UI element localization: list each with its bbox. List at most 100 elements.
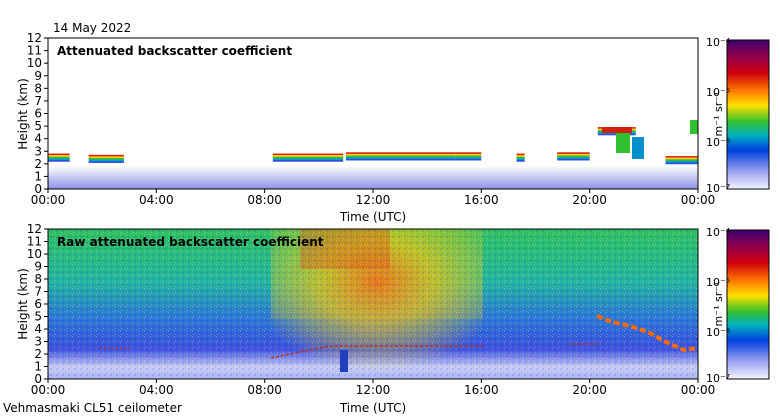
bottom-xtick-label: 20:00	[572, 383, 607, 397]
bottom-xtick-label: 04:00	[139, 383, 174, 397]
bottom-ytick-label: 10	[27, 247, 42, 261]
top-xtick-label: 20:00	[572, 193, 607, 207]
top-y-axis-label: Height (km)	[16, 78, 30, 149]
top-cbar-unit: m⁻¹ sr⁻¹	[712, 92, 725, 137]
top-ytick-label: 6	[34, 107, 42, 121]
bottom-cbar-tick-1: 10⁻⁵	[706, 276, 730, 289]
top-cloud-layer	[272, 156, 344, 159]
top-cloud-layer	[88, 158, 124, 160]
bottom-ytick-label: 12	[27, 222, 42, 236]
bottom-ytick-label: 4	[34, 322, 42, 336]
top-cloud-layer	[88, 161, 124, 163]
date-label: 14 May 2022	[53, 21, 131, 35]
top-cbar-tick-3: 10⁻⁷	[706, 182, 730, 195]
top-xtick-label: 04:00	[139, 193, 174, 207]
top-cloud-layer	[557, 153, 590, 156]
top-ytick-label: 11	[27, 44, 42, 58]
top-upper-cloud	[602, 127, 632, 133]
bottom-cloud-line-mid	[270, 345, 483, 359]
bottom-ytick-label: 3	[34, 335, 42, 349]
top-title: Attenuated backscatter coefficient	[57, 44, 292, 58]
top-cloud-layer	[48, 158, 70, 161]
top-cloud-layer	[516, 156, 525, 159]
top-cloud-layer	[454, 157, 482, 159]
top-cloud-layer	[272, 158, 344, 161]
top-ytick-label: 1	[34, 169, 42, 183]
top-cloud-layers	[48, 127, 698, 182]
bottom-cbar-tick-2: 10⁻⁶	[706, 326, 731, 339]
bottom-x-axis: 00:00 04:00 08:00 12:00 16:00 20:00 00:00	[31, 379, 716, 397]
top-colorbar: 10⁻⁴ 10⁻⁵ 10⁻⁶ 10⁻⁷ m⁻¹ sr⁻¹	[706, 36, 770, 195]
bottom-colorbar: 10⁻⁴ 10⁻⁵ 10⁻⁶ 10⁻⁷ m⁻¹ sr⁻¹	[706, 226, 770, 385]
bottom-descending-cloud	[596, 314, 698, 353]
top-xtick-label: 00:00	[681, 193, 716, 207]
bottom-cbar-tick-3: 10⁻⁷	[706, 372, 730, 385]
bottom-title: Raw attenuated backscatter coefficient	[57, 235, 324, 249]
top-cloud-layer	[48, 156, 70, 159]
top-cloud-layer	[272, 155, 344, 157]
top-panel: Attenuated backscatter coefficient 01234…	[16, 31, 770, 224]
top-cloud-layer	[665, 156, 698, 158]
top-cloud-layer	[48, 153, 70, 156]
top-cloud-layer	[345, 158, 455, 161]
bottom-ytick-label: 8	[34, 272, 42, 286]
top-cloud-layer	[454, 152, 482, 155]
top-ytick-label: 10	[27, 56, 42, 70]
top-cloud-layer	[454, 158, 482, 161]
bottom-ytick-label: 2	[34, 347, 42, 361]
top-cbar-tick-1: 10⁻⁵	[706, 86, 730, 99]
top-plot-area	[48, 38, 698, 189]
top-ytick-label: 2	[34, 157, 42, 171]
top-cloud-layer	[272, 153, 344, 156]
bottom-ytick-label: 6	[34, 297, 42, 311]
top-cloud-layer	[516, 159, 525, 162]
top-cloud-layer	[557, 155, 590, 158]
top-cloud-layer	[272, 159, 344, 162]
top-xtick-label: 08:00	[247, 193, 282, 207]
bottom-ytick-label: 7	[34, 285, 42, 299]
top-cloud-layer	[557, 157, 590, 159]
top-cloud-layer	[665, 162, 698, 165]
top-ytick-label: 5	[34, 119, 42, 133]
top-xtick-label: 16:00	[464, 193, 499, 207]
top-cloud-layer	[88, 159, 124, 162]
top-ytick-label: 4	[34, 132, 42, 146]
top-xtick-label: 00:00	[31, 193, 66, 207]
bottom-xtick-label: 16:00	[464, 383, 499, 397]
top-cloud-layer	[516, 155, 525, 157]
top-cloud-layer	[345, 153, 455, 156]
top-cloud-layer	[88, 156, 124, 159]
top-cloud-layer	[665, 157, 698, 160]
top-cloud-layer	[48, 155, 70, 157]
top-cloud-layer	[48, 159, 70, 162]
top-cloud-layer	[454, 153, 482, 156]
top-ytick-label: 12	[27, 31, 42, 45]
top-cloud-layer	[557, 158, 590, 161]
bottom-xtick-label: 00:00	[681, 383, 716, 397]
bottom-xtick-label: 12:00	[356, 383, 391, 397]
top-cbar-tick-0: 10⁻⁴	[706, 36, 731, 49]
instrument-label: Vehmasmaki CL51 ceilometer	[3, 401, 182, 415]
bottom-y-axis-label: Height (km)	[16, 268, 30, 339]
bottom-panel: Raw attenuated backscatter coefficient 0…	[16, 222, 770, 415]
top-cloud-layer	[345, 155, 455, 158]
bottom-ytick-label: 0	[34, 372, 42, 386]
bottom-x-axis-label: Time (UTC)	[339, 401, 406, 415]
top-xtick-label: 12:00	[356, 193, 391, 207]
top-cloud-layer	[665, 159, 698, 162]
top-cloud-layer	[345, 152, 455, 155]
bottom-cbar-unit: m⁻¹ sr⁻¹	[712, 282, 725, 327]
bottom-ytick-label: 11	[27, 235, 42, 249]
top-cbar-tick-2: 10⁻⁶	[706, 136, 731, 149]
top-x-axis: 00:00 04:00 08:00 12:00 16:00 20:00 00:00	[31, 189, 716, 207]
top-ytick-label: 9	[34, 69, 42, 83]
top-boundary-layer	[48, 166, 698, 189]
top-cloud-layer	[665, 160, 698, 163]
bottom-cbar-tick-0: 10⁻⁴	[706, 226, 731, 239]
bottom-ytick-label: 5	[34, 310, 42, 324]
top-ytick-label: 7	[34, 94, 42, 108]
top-cloud-layer	[88, 154, 124, 157]
